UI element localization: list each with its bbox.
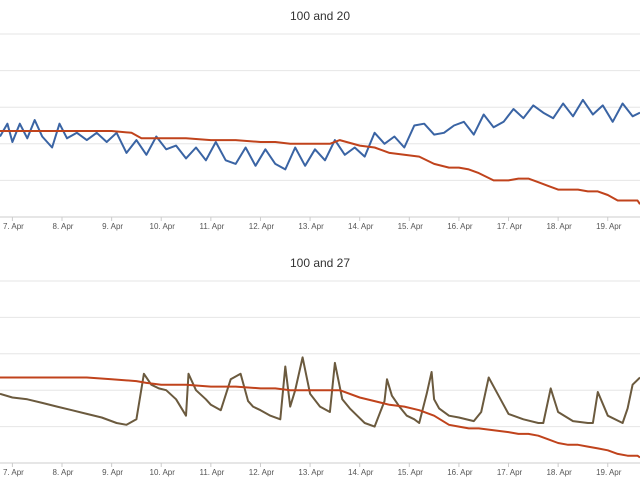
chart-2-x-tick-label: 19. Apr: [596, 468, 622, 477]
chart-2-x-tick-label: 16. Apr: [447, 468, 473, 477]
chart-1-series: [0, 98, 640, 205]
chart-1-gridlines: [0, 33, 640, 181]
chart-1-x-tick-label: 17. Apr: [497, 222, 523, 231]
chart-1-title: 100 and 20: [290, 9, 350, 23]
chart-2-gridlines: [0, 280, 640, 428]
chart-2-x-tick-label: 11. Apr: [199, 468, 224, 477]
chart-2: 100 and 27 7. Apr 8. Apr 9. Apr 10. Apr 11. …: [0, 256, 640, 477]
chart-1-x-tick-label: 13. Apr: [298, 222, 324, 231]
chart-2-x-tick-label: 7. Apr: [3, 468, 24, 477]
chart-2-x-axis: 7. Apr 8. Apr 9. Apr 10. Apr 11. Apr 12. Apr 1…: [0, 462, 640, 477]
chart-2-x-tick-label: 18. Apr: [546, 468, 572, 477]
chart-2-x-tick-label: 9. Apr: [102, 468, 123, 477]
chart-2-series-orange-line: [0, 376, 640, 459]
chart-1-x-tick-label: 14. Apr: [348, 222, 374, 231]
chart-1-x-tick-label: 19. Apr: [596, 222, 622, 231]
chart-1-x-tick-label: 9. Apr: [102, 222, 123, 231]
chart-1-x-tick-label: 7. Apr: [3, 222, 24, 231]
chart-1-x-tick-label: 15. Apr: [398, 222, 424, 231]
chart-2-x-tick-label: 12. Apr: [249, 468, 275, 477]
chart-1-series-orange-line: [0, 130, 640, 205]
chart-1-series-blue-line: [0, 98, 640, 171]
chart-1: 100 and 20 7. Apr 8. Apr 9. Apr 10. Apr 11. …: [0, 9, 640, 231]
chart-2-title: 100 and 27: [290, 256, 350, 270]
chart-2-x-tick-label: 14. Apr: [348, 468, 374, 477]
chart-2-x-tick-label: 8. Apr: [53, 468, 74, 477]
chart-2-series: [0, 356, 640, 459]
chart-2-x-tick-label: 17. Apr: [497, 468, 523, 477]
chart-1-x-tick-label: 10. Apr: [150, 222, 176, 231]
chart-2-series-brown-line: [0, 356, 640, 428]
chart-1-x-tick-label: 16. Apr: [447, 222, 473, 231]
chart-2-x-tick-label: 13. Apr: [298, 468, 324, 477]
chart-1-x-tick-label: 11. Apr: [199, 222, 224, 231]
chart-2-x-tick-label: 15. Apr: [398, 468, 424, 477]
chart-1-x-axis: 7. Apr 8. Apr 9. Apr 10. Apr 11. Apr 12. Apr 1…: [0, 216, 640, 231]
chart-1-x-tick-label: 18. Apr: [546, 222, 572, 231]
chart-1-x-tick-label: 8. Apr: [53, 222, 74, 231]
chart-1-x-tick-label: 12. Apr: [249, 222, 275, 231]
chart-2-x-tick-label: 10. Apr: [150, 468, 176, 477]
